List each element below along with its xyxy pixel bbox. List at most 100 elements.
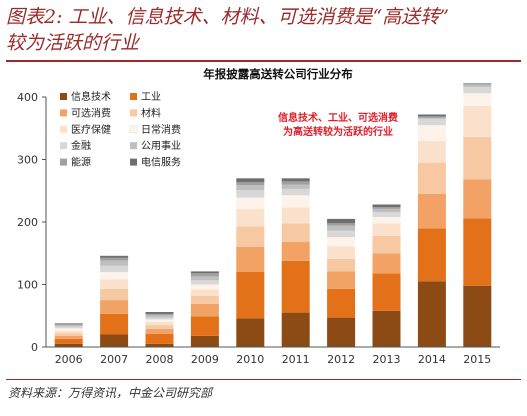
bar-segment bbox=[281, 223, 310, 243]
x-tick-label: 2006 bbox=[55, 353, 83, 366]
bar-segment bbox=[463, 87, 492, 94]
title-divider bbox=[6, 60, 521, 62]
legend-swatch bbox=[129, 125, 138, 134]
legend-swatch bbox=[60, 93, 67, 100]
bar-segment bbox=[236, 226, 265, 247]
x-tick-label: 2012 bbox=[327, 353, 355, 366]
bar-segment bbox=[372, 223, 401, 236]
bar-segment bbox=[372, 212, 401, 217]
y-tick-label: 400 bbox=[17, 91, 38, 104]
x-tick-label: 2013 bbox=[373, 353, 401, 366]
legend-label: 工业 bbox=[141, 91, 161, 103]
legend-swatch bbox=[60, 158, 67, 166]
bar-segment bbox=[327, 218, 356, 224]
bar-segment bbox=[281, 178, 310, 182]
legend-label: 能源 bbox=[71, 156, 91, 169]
bar-segment bbox=[54, 323, 83, 326]
bar-segment bbox=[463, 83, 492, 85]
bar-segment bbox=[190, 276, 219, 281]
bar-segment bbox=[190, 280, 219, 285]
bar-segment bbox=[372, 208, 401, 212]
bar-segment bbox=[372, 217, 401, 224]
bar-segment bbox=[236, 182, 265, 186]
bar-segment bbox=[236, 318, 265, 348]
bar-segment bbox=[281, 312, 310, 347]
bar-segment bbox=[54, 330, 83, 334]
bar-segment bbox=[463, 105, 492, 138]
legend-label: 材料 bbox=[141, 106, 161, 119]
bar-segment bbox=[145, 322, 174, 326]
bar-segment bbox=[236, 197, 265, 209]
bar-segment bbox=[372, 310, 401, 348]
bar-segment bbox=[190, 295, 219, 304]
bar-segment bbox=[145, 333, 174, 344]
bar-segment bbox=[236, 272, 265, 319]
bar-segment bbox=[281, 188, 310, 196]
bar-segment bbox=[190, 316, 219, 336]
annotation-line1: 信息技术、工业、可选消费 bbox=[278, 111, 398, 124]
bar-segment bbox=[417, 114, 446, 117]
y-tick-label: 100 bbox=[17, 279, 38, 292]
chart-title: 年报披露高送转公司行业分布 bbox=[203, 67, 353, 81]
bar-segment bbox=[145, 325, 174, 329]
bar-segment bbox=[281, 184, 310, 189]
figure-title-line1: 图表2: 工业、信息技术、材料、可选消费是“高送转” bbox=[6, 6, 449, 28]
legend-label: 公用事业 bbox=[141, 139, 181, 152]
bar-segment bbox=[417, 118, 446, 126]
x-tick-label: 2011 bbox=[282, 353, 310, 366]
bar-segment bbox=[236, 208, 265, 227]
bar-segment bbox=[281, 181, 310, 185]
legend-label: 医疗保健 bbox=[71, 123, 111, 136]
bar-segment bbox=[145, 315, 174, 318]
y-tick-label: 0 bbox=[31, 341, 38, 354]
bar-segment bbox=[100, 272, 129, 280]
bar-segment bbox=[236, 190, 265, 198]
bar-segment bbox=[463, 93, 492, 106]
legend-swatch bbox=[130, 109, 137, 117]
bar-segment bbox=[54, 323, 83, 324]
bar-segment bbox=[463, 285, 492, 348]
bar-segment bbox=[190, 303, 219, 317]
x-tick-label: 2009 bbox=[191, 353, 219, 366]
bar-segment bbox=[417, 228, 446, 282]
bar-segment bbox=[327, 230, 356, 238]
source-note: 资料来源：万得资讯，中金公司研究部 bbox=[8, 386, 213, 400]
figure-title-line2: 较为活跃的行业 bbox=[6, 32, 140, 54]
bar-segment bbox=[145, 313, 174, 316]
bar-segment bbox=[54, 325, 83, 327]
bar-segment bbox=[417, 140, 446, 163]
bar-segment bbox=[54, 338, 83, 344]
bar-segment bbox=[190, 271, 219, 274]
bar-segment bbox=[417, 193, 446, 229]
bar-segment bbox=[54, 343, 83, 347]
bar-segment bbox=[372, 253, 401, 274]
bar-segment bbox=[190, 289, 219, 296]
legend-label: 日常消费 bbox=[141, 123, 181, 136]
bar-segment bbox=[145, 317, 174, 320]
y-tick-label: 200 bbox=[17, 216, 38, 229]
legend-swatch bbox=[130, 142, 137, 150]
bar-segment bbox=[417, 125, 446, 141]
figure-title: 图表2: 工业、信息技术、材料、可选消费是“高送转” 较为活跃的行业 bbox=[6, 4, 521, 56]
bar-segment bbox=[54, 328, 83, 331]
x-tick-label: 2010 bbox=[236, 353, 264, 366]
bar-segment bbox=[145, 312, 174, 314]
bar-segment bbox=[100, 255, 129, 258]
legend-swatch bbox=[60, 142, 67, 150]
bar-segment bbox=[281, 195, 310, 208]
y-tick-label: 300 bbox=[17, 154, 38, 167]
legend-label: 可选消费 bbox=[71, 106, 111, 119]
bar-segment bbox=[145, 319, 174, 322]
bar-segment bbox=[100, 288, 129, 301]
bar-segment bbox=[281, 242, 310, 261]
x-tick-label: 2008 bbox=[146, 353, 174, 366]
bar-segment bbox=[463, 218, 492, 286]
bar-segment bbox=[417, 116, 446, 118]
bar-segment bbox=[100, 313, 129, 335]
bar-segment bbox=[327, 288, 356, 318]
legend-swatch bbox=[60, 125, 67, 133]
bar-segment bbox=[190, 273, 219, 277]
bar-segment bbox=[100, 279, 129, 289]
legend-swatch bbox=[130, 158, 137, 166]
